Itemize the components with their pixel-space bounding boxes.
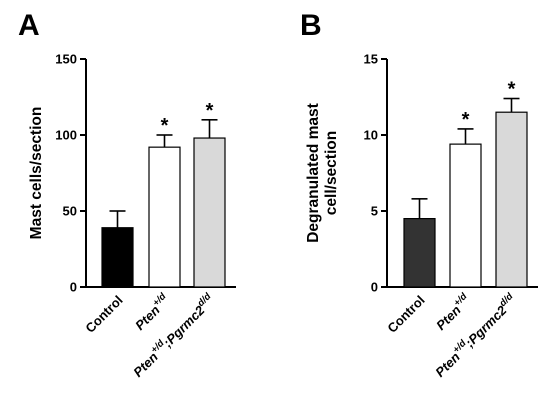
p0-y-tick-label: 0: [70, 280, 77, 295]
p0-bar-3: [193, 137, 226, 288]
p1-y-tick-label: 15: [364, 52, 378, 67]
chart-panel-a: 0 50 100 150 Mast cells/section Control * Pten+…: [28, 52, 236, 380]
p0-bar-2: [148, 146, 181, 288]
p1-bar-2: [449, 143, 482, 288]
panel-letter-a: A: [18, 9, 40, 42]
p0-significance-mark: *: [206, 100, 214, 122]
p0-y-tick-label: 50: [63, 204, 77, 219]
chart-panel-b: 0 5 10 15 Degranulated mastcell/section Contr…: [305, 52, 538, 380]
p0-y-tick-label: 150: [55, 52, 77, 67]
p1-y-tick-label: 5: [371, 204, 378, 219]
p0-significance-mark: *: [161, 115, 169, 137]
p1-significance-mark: *: [508, 79, 516, 101]
p1-category-label-2: Pten+/d: [432, 291, 474, 333]
p1-bar-1: [403, 218, 436, 288]
p0-category-label-1: Control: [82, 293, 125, 336]
p1-y-tick-label: 10: [364, 128, 378, 143]
p1-bar-3: [495, 111, 528, 288]
p0-y-tick-label: 100: [55, 128, 77, 143]
p0-category-label-2: Pten+/d: [131, 291, 173, 333]
p0-bar-1: [101, 227, 134, 288]
p1-y-tick-label: 0: [371, 280, 378, 295]
panel-letter-b: B: [300, 9, 322, 42]
p0-y-axis-title: Mast cells/section: [28, 107, 45, 240]
p1-category-label-1: Control: [384, 293, 427, 336]
p1-category-label-3: Pten+/d;Pgrmc2d/d: [431, 291, 520, 380]
p0-category-label-3: Pten+/d;Pgrmc2d/d: [129, 291, 218, 380]
p1-significance-mark: *: [462, 109, 470, 131]
p1-y-axis-title: Degranulated mastcell/section: [305, 103, 340, 243]
